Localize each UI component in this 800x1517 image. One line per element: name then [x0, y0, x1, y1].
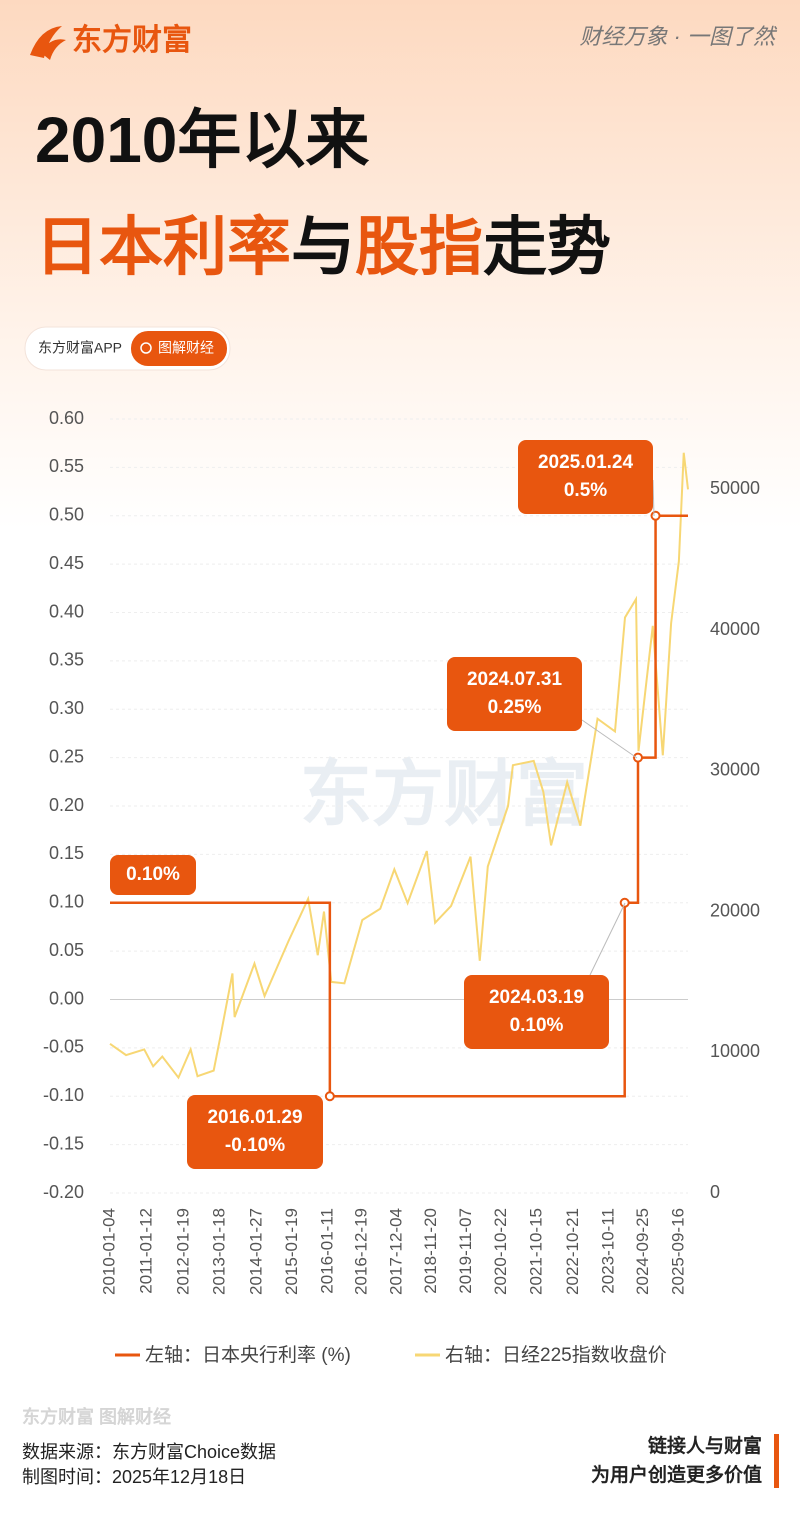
y2-tick-label: 0	[710, 1182, 720, 1202]
y-tick-label: 0.50	[49, 505, 84, 525]
callout-text: 0.5%	[564, 480, 607, 501]
callout	[464, 975, 609, 1049]
y-tick-label: 0.60	[49, 408, 84, 428]
callout-text: 2024.07.31	[467, 669, 563, 690]
rate-point	[619, 897, 630, 908]
callout-text: 0.25%	[488, 697, 542, 718]
index-line	[109, 452, 689, 1080]
x-tick-label: 2016-12-19	[352, 1208, 371, 1295]
y-tick-label: 0.45	[49, 553, 84, 573]
x-tick-label: 2023-10-11	[598, 1208, 617, 1294]
x-tick-label: 2013-01-18	[210, 1208, 229, 1295]
callout-text: -0.10%	[225, 1135, 285, 1156]
callout	[518, 440, 653, 514]
y-tick-label: 0.40	[49, 601, 84, 621]
callout-text: 0.10%	[126, 864, 180, 885]
rate-point	[632, 752, 643, 763]
x-tick-label: 2017-12-04	[386, 1208, 405, 1295]
y2-tick-label: 10000	[710, 1041, 760, 1061]
title-line2: 日本利率与股指走势	[35, 211, 611, 283]
x-tick-label: 2011-01-12	[136, 1208, 155, 1294]
footer-slogan: 为用户创造更多价值	[591, 1463, 762, 1486]
y-tick-label: 0.25	[49, 746, 84, 766]
y-tick-label: 0.55	[49, 456, 84, 476]
callout-text: 2016.01.29	[207, 1107, 302, 1128]
title-part: 与	[291, 211, 355, 283]
accent-bar	[774, 1434, 779, 1488]
y2-tick-label: 20000	[710, 900, 760, 920]
logo-icon	[30, 26, 66, 60]
y-tick-label: 0.35	[49, 650, 84, 670]
slogan: 财经万象 · 一图了然	[579, 24, 778, 49]
y-tick-label: 0.15	[49, 843, 84, 863]
rate-line	[110, 514, 688, 1098]
x-tick-label: 2025-09-16	[668, 1208, 687, 1295]
x-tick-label: 2021-10-15	[526, 1208, 545, 1295]
y-tick-label: -0.10	[43, 1085, 84, 1105]
x-tick-label: 2014-01-27	[247, 1208, 266, 1295]
y-tick-label: -0.20	[43, 1182, 84, 1202]
x-tick-label: 2022-10-21	[563, 1208, 582, 1295]
search-icon	[140, 342, 152, 354]
x-tick-label: 2020-10-22	[491, 1208, 510, 1295]
callout-text: 2025.01.24	[538, 452, 634, 473]
rate-point	[650, 510, 661, 521]
callout	[187, 1095, 323, 1169]
y2-tick-label: 30000	[710, 760, 760, 780]
y-tick-label: 0.20	[49, 795, 84, 815]
x-tick-label: 2019-11-07	[456, 1208, 475, 1294]
title-part: 日本利率	[35, 211, 291, 283]
x-tick-label: 2012-01-19	[173, 1208, 192, 1295]
y-tick-label: 0.30	[49, 698, 84, 718]
y-tick-label: -0.05	[43, 1037, 84, 1057]
leader-line	[652, 479, 655, 517]
y-tick-label: 0.10	[49, 892, 84, 912]
footer-slogan: 链接人与财富	[648, 1434, 762, 1457]
callout	[447, 657, 582, 731]
y-tick-label: 0.00	[49, 988, 84, 1008]
logo: 东方财富	[72, 23, 192, 57]
footer-logo: 东方财富 图解财经	[22, 1406, 171, 1427]
tag-topic: 图解财经	[158, 340, 214, 356]
title-line1: 2010年以来	[35, 104, 369, 176]
y-tick-label: -0.15	[43, 1133, 84, 1153]
x-tick-label: 2010-01-04	[99, 1208, 118, 1295]
legend-label: 右轴：日经225指数收盘价	[445, 1344, 667, 1366]
tag-app: 东方财富APP	[38, 340, 122, 356]
watermark: 东方财富	[300, 755, 588, 835]
source: 数据来源：东方财富Choice数据	[22, 1442, 276, 1462]
title-part: 走势	[483, 211, 611, 283]
callout	[110, 855, 196, 895]
x-tick-label: 2015-01-19	[282, 1208, 301, 1295]
y2-tick-label: 40000	[710, 619, 760, 639]
x-tick-label: 2016-01-11	[318, 1208, 337, 1294]
title-part: 股指	[355, 211, 483, 283]
x-tick-label: 2018-11-20	[421, 1208, 440, 1294]
legend-label: 左轴：日本央行利率 (%)	[145, 1344, 351, 1366]
y2-tick-label: 50000	[710, 478, 760, 498]
made-date: 制图时间：2025年12月18日	[22, 1467, 246, 1487]
plot: -0.20 -0.15 -0.10 -0.05 0.00 0.05 0.10 0.15 0.20…	[43, 408, 760, 1366]
y-tick-label: 0.05	[49, 940, 84, 960]
callout-text: 0.10%	[510, 1015, 564, 1036]
leader-line	[581, 719, 638, 759]
tag-pill	[131, 331, 227, 366]
rate-point	[324, 1091, 335, 1102]
x-tick-label: 2024-09-25	[633, 1208, 652, 1295]
callout-text: 2024.03.19	[489, 987, 584, 1008]
leader-line	[589, 902, 626, 976]
